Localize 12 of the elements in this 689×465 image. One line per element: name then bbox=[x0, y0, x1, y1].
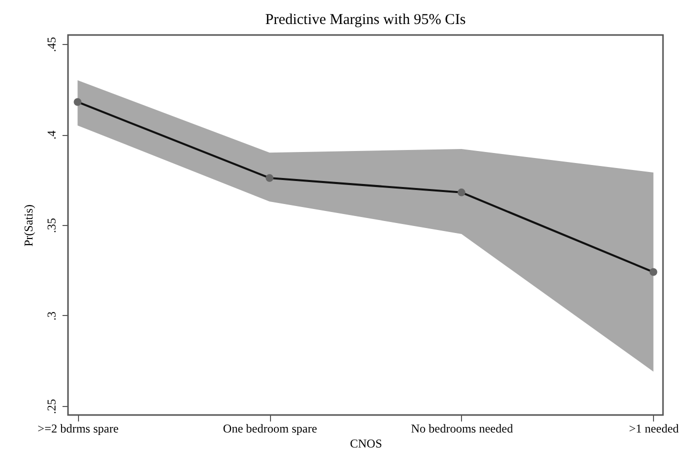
y-tick-label: .45 bbox=[44, 37, 58, 52]
x-tick-label: No bedrooms needed bbox=[410, 422, 513, 436]
x-tick-label: One bedroom spare bbox=[223, 422, 318, 436]
y-tick-label: .35 bbox=[44, 218, 58, 233]
x-tick-label: >=2 bdrms spare bbox=[38, 422, 119, 436]
chart-title: Predictive Margins with 95% CIs bbox=[265, 12, 466, 28]
x-axis-title: CNOS bbox=[350, 436, 382, 450]
y-axis-title: Pr(Satis) bbox=[22, 204, 36, 246]
y-tick-label: .4 bbox=[44, 130, 58, 140]
y-tick-label: .25 bbox=[44, 398, 58, 414]
x-tick-label: >1 needed bbox=[629, 422, 679, 436]
y-tick-label: .3 bbox=[44, 311, 58, 320]
